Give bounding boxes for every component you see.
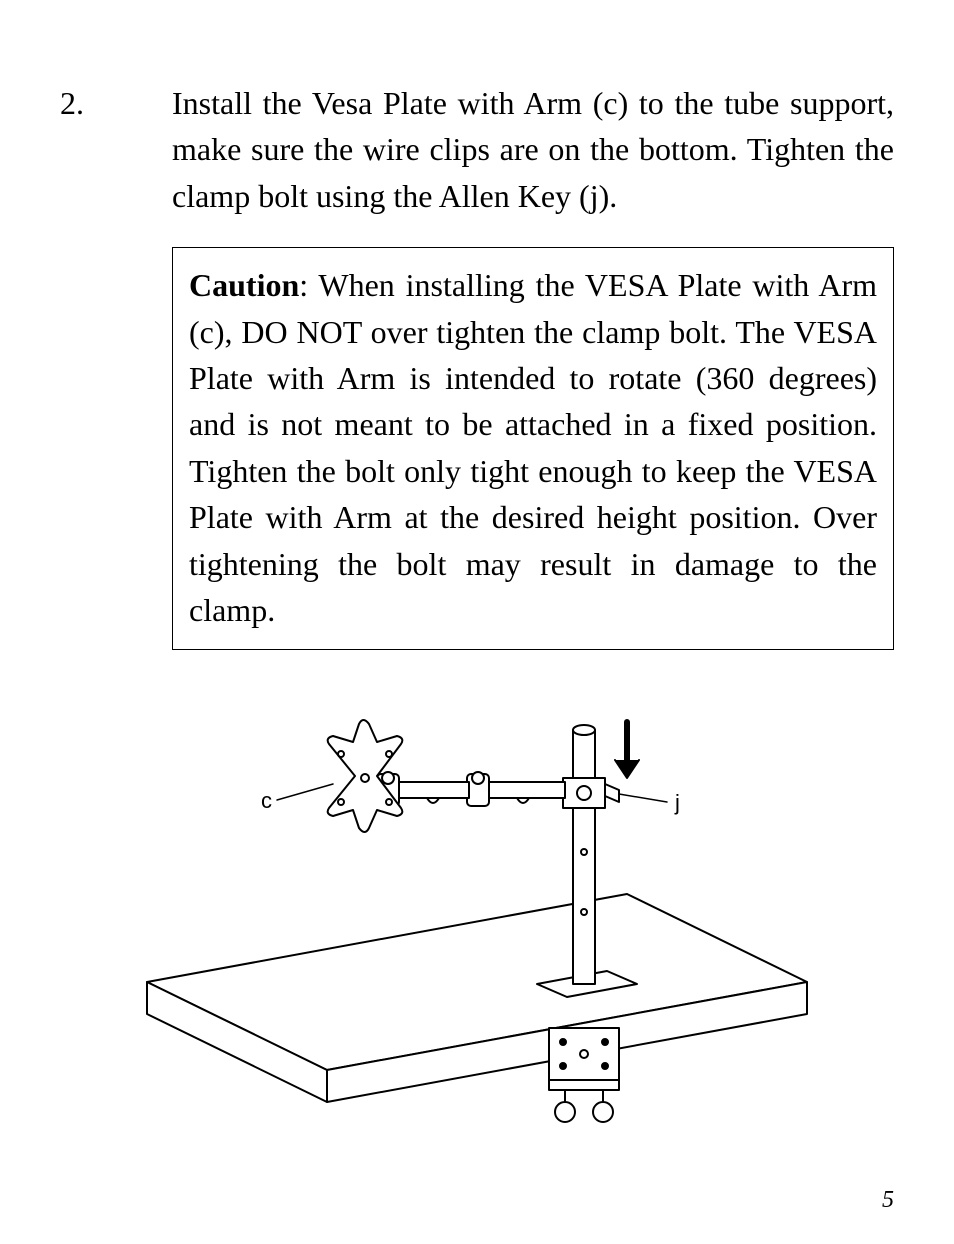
arm-clamp-icon	[563, 778, 619, 808]
desk-icon	[147, 894, 807, 1102]
assembly-diagram: c j	[107, 682, 847, 1142]
diagram-label-c: c	[261, 788, 272, 813]
label-j-leader	[619, 794, 667, 802]
step-2: 2. Install the Vesa Plate with Arm (c) t…	[60, 80, 894, 219]
diagram-label-j: j	[674, 790, 680, 815]
label-c-leader	[277, 784, 333, 800]
clamp-base-icon	[549, 1028, 619, 1122]
caution-box: Caution: When installing the VESA Plate …	[172, 247, 894, 650]
manual-page: 2. Install the Vesa Plate with Arm (c) t…	[0, 0, 954, 1244]
arm-icon	[377, 772, 565, 806]
page-number: 5	[882, 1187, 894, 1214]
step-number: 2.	[60, 80, 172, 126]
pole-icon	[573, 725, 595, 984]
caution-text: : When installing the VESA Plate with Ar…	[189, 267, 877, 628]
step-text: Install the Vesa Plate with Arm (c) to t…	[172, 80, 894, 219]
down-arrow-icon	[615, 722, 639, 778]
caution-label: Caution	[189, 267, 299, 303]
